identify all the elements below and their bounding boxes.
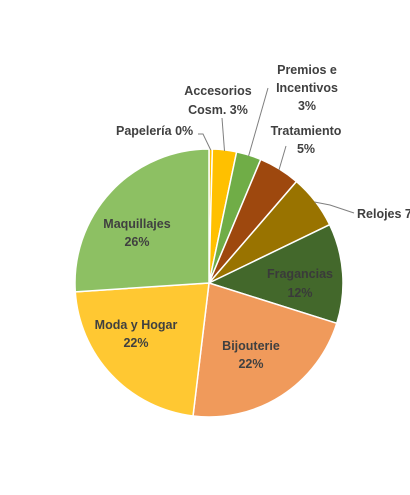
- leader-line-2: [248, 87, 269, 157]
- pie-slice-6: [192, 282, 338, 418]
- pie-slice-7: [74, 282, 210, 417]
- label-papeleria-line1: Papelería 0%: [116, 124, 193, 138]
- leader-line-3: [278, 145, 287, 171]
- leader-lines: [198, 87, 355, 214]
- data-labels: Papelería 0% Accesorios Cosm. 3% Premios…: [95, 63, 410, 371]
- label-premios-line3: 3%: [298, 99, 316, 113]
- label-relojes-line1: Relojes 7%: [357, 207, 410, 221]
- label-moda-line1: Moda y Hogar: [95, 318, 178, 332]
- label-premios-line2: Incentivos: [276, 81, 338, 95]
- label-tratamiento-line2: 5%: [297, 142, 315, 156]
- label-premios-line1: Premios e: [277, 63, 337, 77]
- leader-line-1: [221, 117, 225, 151]
- pie-slice-8: [74, 148, 210, 293]
- leader-line-4: [314, 201, 355, 214]
- label-maquillajes-line2: 26%: [124, 235, 149, 249]
- pie-slice-5: [208, 223, 344, 325]
- leader-line-0: [198, 133, 212, 151]
- label-fragancias-line2: 12%: [287, 286, 312, 300]
- label-moda-line2: 22%: [123, 336, 148, 350]
- label-accesorios-line1: Accesorios: [184, 84, 251, 98]
- pie-slices: [74, 148, 344, 418]
- label-fragancias-line1: Fragancias: [267, 267, 333, 281]
- label-accesorios-line2: Cosm. 3%: [188, 103, 248, 117]
- label-maquillajes-line1: Maquillajes: [103, 217, 170, 231]
- label-tratamiento-line1: Tratamiento: [271, 124, 342, 138]
- label-bijouterie-line1: Bijouterie: [222, 339, 280, 353]
- label-bijouterie-line2: 22%: [238, 357, 263, 371]
